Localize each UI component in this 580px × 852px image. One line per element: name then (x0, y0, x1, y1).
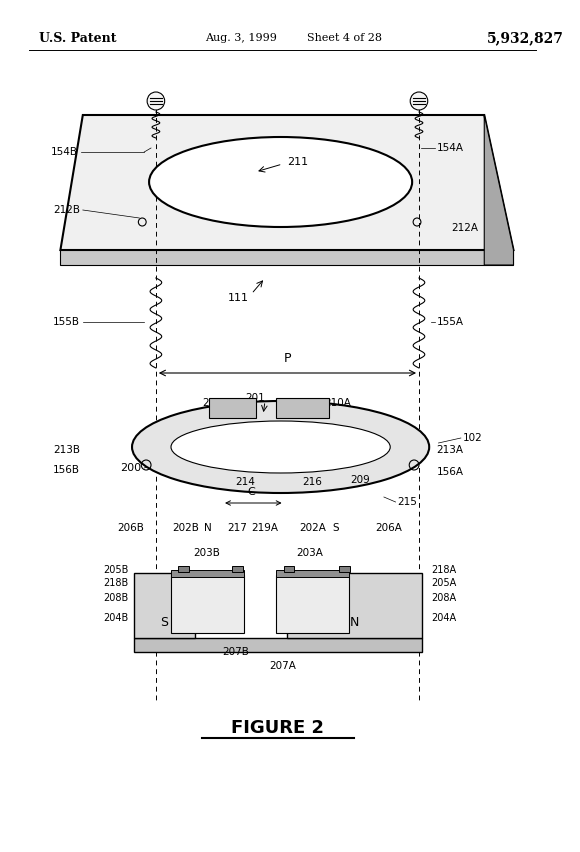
Text: 200: 200 (120, 463, 142, 473)
Text: 154B: 154B (51, 147, 78, 157)
Text: 219A: 219A (252, 523, 278, 533)
Text: U.S. Patent: U.S. Patent (39, 32, 117, 44)
Text: 203B: 203B (193, 548, 220, 558)
Bar (276, 575, 349, 633)
Text: 207A: 207A (269, 661, 296, 671)
Bar (171, 575, 244, 633)
Ellipse shape (149, 137, 412, 227)
Text: 211: 211 (288, 157, 309, 167)
Circle shape (410, 92, 427, 110)
Text: 216: 216 (302, 477, 322, 487)
Bar (284, 566, 294, 572)
Text: 208B: 208B (103, 593, 129, 603)
Text: N: N (204, 523, 212, 533)
Ellipse shape (171, 421, 390, 473)
Text: 210B: 210B (202, 398, 230, 408)
Text: 155A: 155A (437, 317, 463, 327)
Text: 218B: 218B (103, 578, 129, 588)
Bar (232, 566, 242, 572)
Text: 212A: 212A (451, 223, 478, 233)
Text: 202A: 202A (299, 523, 326, 533)
Polygon shape (484, 115, 513, 265)
Text: 206B: 206B (117, 523, 144, 533)
Text: 207B: 207B (222, 647, 249, 657)
Text: 208A: 208A (432, 593, 457, 603)
Text: 205B: 205B (103, 565, 129, 575)
Text: 201: 201 (245, 393, 265, 403)
Text: 205A: 205A (432, 578, 457, 588)
Bar (135, 638, 422, 652)
Text: FIGURE 2: FIGURE 2 (231, 719, 324, 737)
Ellipse shape (132, 401, 429, 493)
Text: 213B: 213B (53, 445, 80, 455)
Bar (276, 570, 349, 577)
Text: S: S (333, 523, 339, 533)
Bar (276, 398, 329, 418)
Text: 210A: 210A (324, 398, 351, 408)
Text: 156B: 156B (53, 465, 80, 475)
Text: 203A: 203A (296, 548, 323, 558)
Text: 102: 102 (463, 433, 483, 443)
Text: 206A: 206A (375, 523, 402, 533)
Text: 209: 209 (351, 475, 371, 485)
Bar (178, 566, 189, 572)
Text: C: C (248, 487, 255, 497)
Text: P: P (284, 352, 291, 365)
Polygon shape (60, 115, 513, 250)
Text: 202B: 202B (172, 523, 200, 533)
Text: 215: 215 (397, 497, 418, 507)
Text: 5,932,827: 5,932,827 (487, 31, 564, 45)
Text: 154A: 154A (437, 143, 463, 153)
Bar (135, 573, 195, 638)
Text: 213A: 213A (437, 445, 463, 455)
Text: S: S (160, 615, 168, 629)
Text: Sheet 4 of 28: Sheet 4 of 28 (307, 33, 382, 43)
Text: 204B: 204B (103, 613, 129, 623)
Bar (288, 573, 422, 638)
Bar (209, 398, 256, 418)
Text: 204A: 204A (432, 613, 457, 623)
Bar (339, 566, 350, 572)
Polygon shape (60, 250, 513, 265)
Text: Aug. 3, 1999: Aug. 3, 1999 (205, 33, 277, 43)
Text: 156A: 156A (437, 467, 463, 477)
Circle shape (147, 92, 165, 110)
Text: N: N (350, 615, 360, 629)
Text: 218A: 218A (432, 565, 457, 575)
Text: 214: 214 (235, 477, 255, 487)
Text: 111: 111 (227, 293, 248, 303)
Text: 217: 217 (227, 523, 246, 533)
Text: 155B: 155B (53, 317, 80, 327)
Bar (171, 570, 244, 577)
Text: 212B: 212B (53, 205, 80, 215)
